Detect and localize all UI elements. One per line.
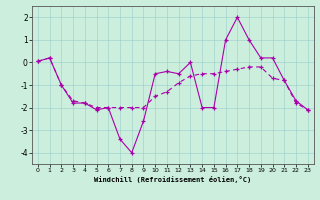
X-axis label: Windchill (Refroidissement éolien,°C): Windchill (Refroidissement éolien,°C)	[94, 176, 252, 183]
